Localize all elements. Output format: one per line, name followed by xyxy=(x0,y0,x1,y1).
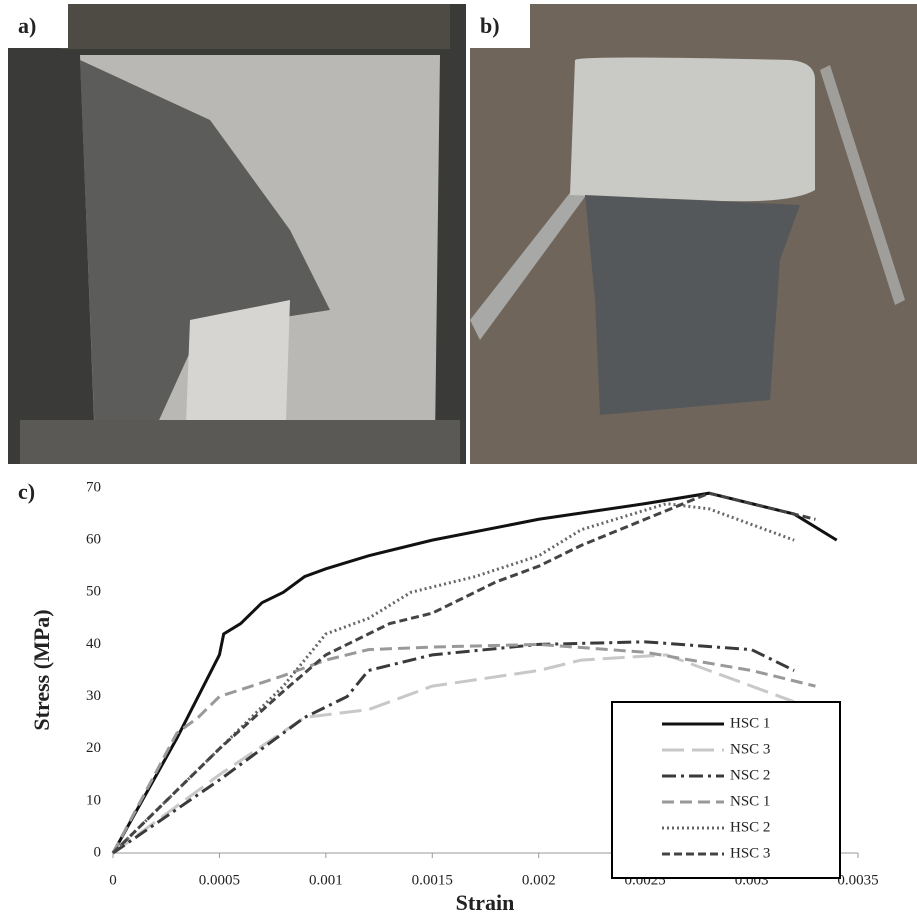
y-tick-label: 30 xyxy=(86,688,101,704)
x-axis-label: Strain xyxy=(456,890,515,915)
photo-b xyxy=(470,4,917,464)
y-tick-label: 40 xyxy=(86,636,101,652)
page: {"panels": [{"label": "a)"}, {"label": "… xyxy=(0,0,917,918)
legend-label: HSC 1 xyxy=(730,715,770,731)
legend-label: NSC 3 xyxy=(730,741,770,757)
legend-label: NSC 2 xyxy=(730,767,770,783)
x-tick-label: 0.0035 xyxy=(837,872,878,888)
figure: a) b) c) Strain Stress (MPa) 0 10 20 30 40 50… xyxy=(0,0,917,918)
y-tick-label: 20 xyxy=(86,740,101,756)
x-tick-label: 0.001 xyxy=(309,872,343,888)
legend-label: NSC 1 xyxy=(730,793,770,809)
y-axis-label: Stress (MPa) xyxy=(29,609,54,730)
legend-label: HSC 2 xyxy=(730,819,770,835)
panel-label: b) xyxy=(480,13,500,38)
y-tick-label: 10 xyxy=(86,792,101,808)
panel-label: c) xyxy=(18,479,35,504)
y-tick-label: 0 xyxy=(94,844,102,860)
legend-label: HSC 3 xyxy=(730,845,770,861)
x-tick-label: 0.0005 xyxy=(199,872,240,888)
panel-label: a) xyxy=(18,13,36,38)
y-tick-label: 50 xyxy=(86,584,101,600)
legend-box xyxy=(612,702,840,878)
photo-a xyxy=(8,4,466,464)
y-tick-label: 60 xyxy=(86,532,101,548)
y-tick-label: 70 xyxy=(86,479,101,495)
x-tick-label: 0.002 xyxy=(522,872,556,888)
x-tick-label: 0.0015 xyxy=(412,872,453,888)
x-tick-label: 0 xyxy=(109,872,117,888)
